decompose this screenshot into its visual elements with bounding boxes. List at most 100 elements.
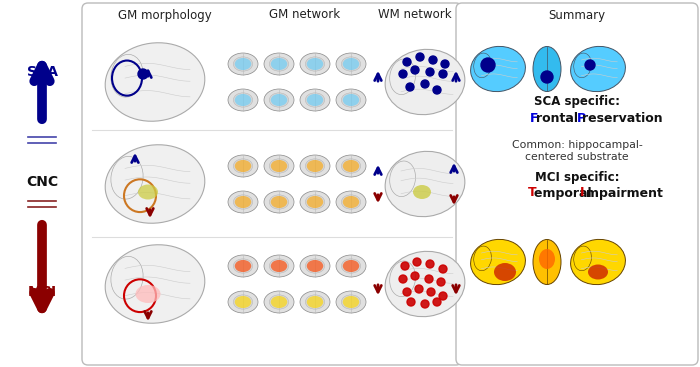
Ellipse shape	[234, 196, 251, 208]
Ellipse shape	[570, 46, 625, 92]
Ellipse shape	[234, 260, 251, 272]
Circle shape	[425, 275, 433, 283]
Text: Summary: Summary	[548, 8, 606, 22]
Text: F: F	[530, 112, 538, 124]
Ellipse shape	[343, 296, 359, 308]
Ellipse shape	[305, 259, 325, 273]
Text: SCA specific:: SCA specific:	[534, 95, 620, 109]
Ellipse shape	[539, 249, 555, 269]
Ellipse shape	[264, 255, 294, 277]
Ellipse shape	[390, 261, 416, 297]
Ellipse shape	[474, 53, 491, 78]
Circle shape	[426, 260, 434, 268]
Text: mpairment: mpairment	[586, 186, 663, 200]
Ellipse shape	[271, 94, 287, 106]
Text: rontal: rontal	[536, 112, 582, 124]
Ellipse shape	[307, 296, 323, 308]
Ellipse shape	[270, 57, 288, 71]
Ellipse shape	[305, 57, 325, 71]
Ellipse shape	[574, 53, 592, 78]
Ellipse shape	[105, 43, 205, 121]
Ellipse shape	[233, 259, 253, 273]
Ellipse shape	[300, 255, 330, 277]
Ellipse shape	[271, 196, 287, 208]
FancyBboxPatch shape	[82, 3, 462, 365]
Ellipse shape	[228, 89, 258, 111]
Ellipse shape	[307, 160, 323, 172]
Circle shape	[407, 298, 415, 306]
Circle shape	[429, 56, 437, 64]
Ellipse shape	[271, 260, 287, 272]
Ellipse shape	[264, 291, 294, 313]
Ellipse shape	[474, 246, 491, 271]
Ellipse shape	[342, 295, 360, 309]
Text: MCI specific:: MCI specific:	[535, 171, 620, 184]
Ellipse shape	[264, 89, 294, 111]
Ellipse shape	[343, 160, 359, 172]
Circle shape	[403, 288, 411, 296]
Ellipse shape	[305, 159, 325, 173]
Ellipse shape	[228, 255, 258, 277]
Circle shape	[399, 70, 407, 78]
Ellipse shape	[234, 296, 251, 308]
Circle shape	[541, 71, 553, 83]
Ellipse shape	[111, 257, 143, 299]
Ellipse shape	[307, 58, 323, 70]
Ellipse shape	[228, 291, 258, 313]
Ellipse shape	[233, 57, 253, 71]
Text: reservation: reservation	[582, 112, 663, 124]
Ellipse shape	[305, 93, 325, 107]
Ellipse shape	[336, 191, 366, 213]
Ellipse shape	[385, 151, 465, 217]
Circle shape	[585, 60, 595, 70]
Circle shape	[427, 288, 435, 296]
Ellipse shape	[270, 93, 288, 107]
Ellipse shape	[470, 46, 526, 92]
Ellipse shape	[343, 58, 359, 70]
Ellipse shape	[105, 145, 205, 223]
Circle shape	[433, 86, 441, 94]
Ellipse shape	[533, 240, 561, 284]
Ellipse shape	[233, 159, 253, 173]
Ellipse shape	[336, 155, 366, 177]
Ellipse shape	[336, 53, 366, 75]
Text: MCI: MCI	[27, 285, 57, 299]
Circle shape	[411, 272, 419, 280]
Ellipse shape	[270, 259, 288, 273]
Ellipse shape	[228, 191, 258, 213]
Ellipse shape	[533, 47, 561, 91]
Circle shape	[439, 265, 447, 273]
Circle shape	[416, 53, 424, 61]
FancyBboxPatch shape	[456, 3, 698, 365]
Ellipse shape	[300, 53, 330, 75]
Ellipse shape	[305, 295, 325, 309]
Ellipse shape	[385, 49, 465, 115]
Ellipse shape	[307, 94, 323, 106]
Circle shape	[421, 300, 429, 308]
Circle shape	[421, 80, 429, 88]
Circle shape	[439, 70, 447, 78]
Text: GM network: GM network	[270, 8, 341, 22]
Ellipse shape	[105, 245, 205, 323]
Ellipse shape	[588, 265, 608, 280]
Text: Common: hippocampal-: Common: hippocampal-	[512, 140, 643, 150]
Text: T: T	[528, 186, 537, 200]
Ellipse shape	[300, 89, 330, 111]
Ellipse shape	[342, 57, 360, 71]
Text: WM network: WM network	[378, 8, 452, 22]
Ellipse shape	[342, 93, 360, 107]
Ellipse shape	[342, 259, 360, 273]
Circle shape	[437, 278, 445, 286]
Text: GM morphology: GM morphology	[118, 8, 212, 22]
Circle shape	[441, 60, 449, 68]
Ellipse shape	[264, 155, 294, 177]
Text: CNC: CNC	[26, 175, 58, 189]
Ellipse shape	[138, 185, 158, 200]
Ellipse shape	[300, 191, 330, 213]
Ellipse shape	[234, 160, 251, 172]
Ellipse shape	[342, 195, 360, 209]
Ellipse shape	[336, 291, 366, 313]
Ellipse shape	[228, 53, 258, 75]
Ellipse shape	[228, 155, 258, 177]
Ellipse shape	[343, 94, 359, 106]
